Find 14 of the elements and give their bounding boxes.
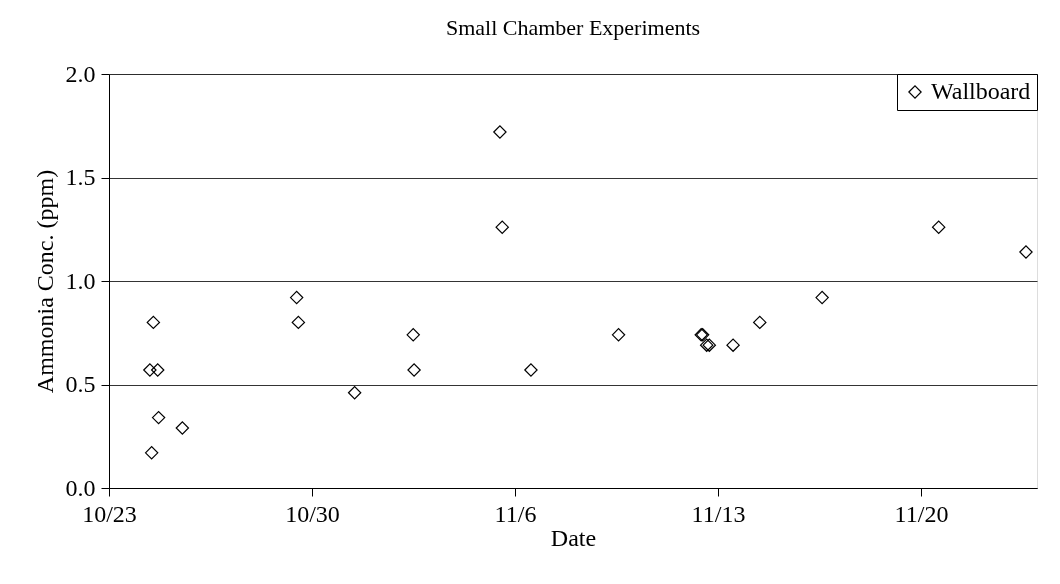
x-tick-label: 11/6 (494, 500, 537, 527)
x-tick-label: 11/20 (894, 500, 949, 527)
y-axis-title: Ammonia Conc. (ppm) (31, 169, 58, 394)
x-axis-title: Date (550, 524, 597, 551)
y-tick-label: 0.5 (65, 371, 96, 397)
legend-label: Wallboard (931, 78, 1031, 104)
chart-title: Small Chamber Experiments (445, 15, 701, 40)
x-tick-label: 11/13 (691, 500, 746, 527)
x-tick-label: 10/23 (82, 500, 137, 527)
y-tick-label: 1.5 (65, 164, 96, 190)
y-tick-label: 2.0 (65, 60, 96, 87)
x-tick-label: 10/30 (285, 500, 340, 527)
y-tick-label: 0.0 (65, 474, 96, 501)
y-tick-label: 1.0 (65, 267, 96, 294)
